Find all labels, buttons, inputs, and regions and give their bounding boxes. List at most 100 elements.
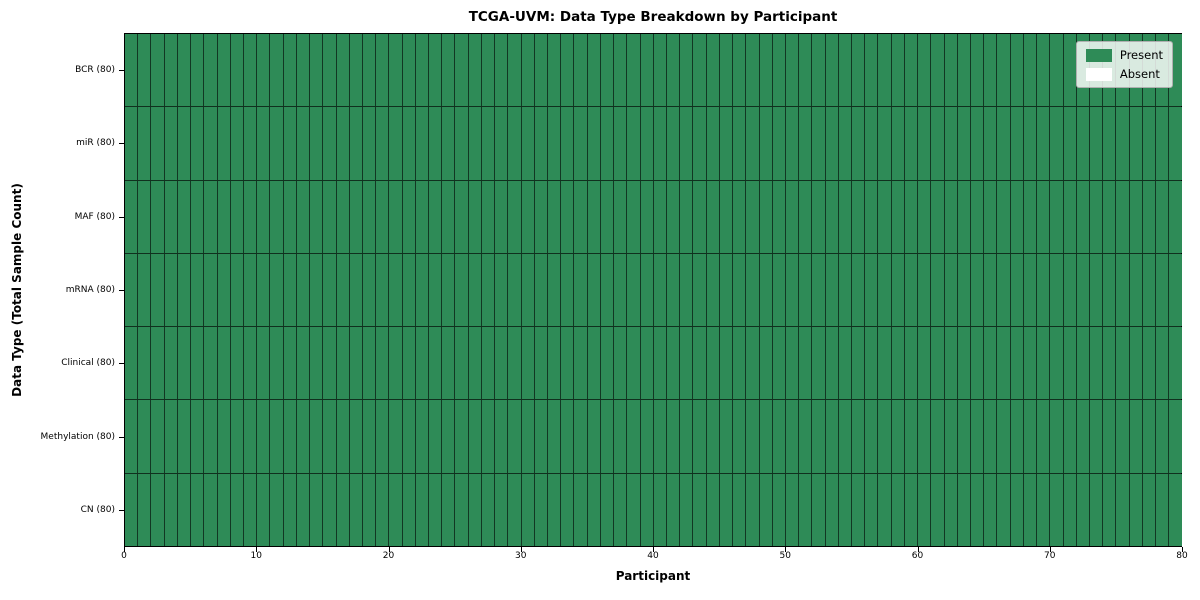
heatmap-cell	[534, 400, 548, 473]
heatmap-cell	[336, 327, 350, 400]
heatmap-cell	[376, 327, 390, 400]
heatmap-cell	[389, 400, 403, 473]
heatmap-cell	[640, 473, 654, 546]
heatmap-cell	[1076, 473, 1090, 546]
heatmap-cell	[191, 107, 205, 180]
heatmap-cell	[918, 180, 932, 253]
heatmap-cell	[1037, 107, 1051, 180]
heatmap-cell	[838, 473, 853, 546]
heatmap-cell	[125, 107, 139, 180]
heatmap-cell	[310, 253, 324, 327]
heatmap-cell	[865, 473, 879, 546]
heatmap-cell	[574, 34, 588, 107]
heatmap-cell	[481, 180, 496, 253]
heatmap-cell	[944, 180, 958, 253]
heatmap-cell	[349, 107, 363, 180]
heatmap-cell	[878, 327, 892, 400]
heatmap-cell	[534, 473, 548, 546]
heatmap-cell	[733, 34, 747, 107]
heatmap-cell	[627, 180, 641, 253]
heatmap-cell	[534, 34, 548, 107]
heatmap-cell	[362, 473, 377, 546]
heatmap-cell	[204, 400, 218, 473]
heatmap-cell	[772, 253, 786, 327]
heatmap-cell	[693, 34, 707, 107]
heatmap-cell	[561, 34, 575, 107]
heatmap-cell	[733, 400, 747, 473]
x-tick-mark	[1182, 547, 1183, 552]
heatmap-cell	[429, 400, 443, 473]
heatmap-cell	[944, 473, 958, 546]
heatmap-cell	[362, 107, 377, 180]
chart-title: TCGA-UVM: Data Type Breakdown by Partici…	[468, 9, 838, 25]
heatmap-cell	[984, 473, 998, 546]
heatmap-cell	[627, 253, 641, 327]
heatmap-cell	[719, 473, 734, 546]
heatmap-cell	[138, 400, 152, 473]
heatmap-cell	[587, 180, 601, 253]
heatmap-cell	[389, 180, 403, 253]
heatmap-cell	[891, 400, 905, 473]
heatmap-cell	[243, 327, 258, 400]
heatmap-cell	[548, 180, 562, 253]
heatmap-cell	[614, 473, 628, 546]
heatmap-cell	[243, 180, 258, 253]
heatmap-cell	[283, 400, 297, 473]
heatmap-cell	[1063, 180, 1077, 253]
heatmap-cell	[336, 180, 350, 253]
heatmap-cell	[759, 473, 773, 546]
heatmap-cell	[561, 107, 575, 180]
heatmap-cell	[1063, 473, 1077, 546]
heatmap-cell	[971, 327, 985, 400]
heatmap-cell	[706, 180, 720, 253]
heatmap-cell	[415, 473, 430, 546]
x-tick-mark	[124, 547, 125, 552]
heatmap-cell	[759, 253, 773, 327]
heatmap-cell	[957, 400, 971, 473]
heatmap-cell	[508, 327, 522, 400]
heatmap-cell	[230, 473, 244, 546]
heatmap-cell	[1156, 400, 1170, 473]
heatmap-cell	[177, 400, 192, 473]
y-tick-label: Methylation (80)	[40, 431, 115, 442]
legend-entry-present: Present	[1085, 48, 1163, 62]
heatmap-cell	[1116, 107, 1130, 180]
heatmap-cell	[1116, 327, 1130, 400]
heatmap-cell	[772, 473, 786, 546]
heatmap-cell	[984, 107, 998, 180]
heatmap-cell	[521, 473, 535, 546]
heatmap-cell	[878, 253, 892, 327]
heatmap-cell	[257, 253, 271, 327]
heatmap-cell	[177, 107, 192, 180]
heatmap-cell	[799, 107, 813, 180]
heatmap-cell	[402, 253, 416, 327]
heatmap-cell	[336, 253, 350, 327]
heatmap-cell	[971, 473, 985, 546]
heatmap-cell	[574, 473, 588, 546]
heatmap-cell	[812, 253, 826, 327]
heatmap-cell	[442, 107, 456, 180]
heatmap-cell	[944, 34, 958, 107]
heatmap-cell	[349, 400, 363, 473]
heatmap-cell	[944, 107, 958, 180]
heatmap-cell	[481, 253, 496, 327]
x-axis-label: Participant	[615, 569, 691, 583]
heatmap-row	[125, 473, 1182, 546]
heatmap-cell	[587, 327, 601, 400]
heatmap-cell	[1103, 253, 1117, 327]
heatmap-cell	[957, 327, 971, 400]
heatmap-cell	[1037, 473, 1051, 546]
heatmap-cell	[177, 327, 192, 400]
heatmap-cell	[666, 400, 681, 473]
heatmap-cell	[442, 400, 456, 473]
heatmap-cell	[362, 180, 377, 253]
heatmap-cell	[852, 327, 866, 400]
heatmap-cell	[151, 107, 165, 180]
heatmap-cell	[614, 180, 628, 253]
heatmap-cell	[1156, 107, 1170, 180]
heatmap-cell	[468, 400, 482, 473]
heatmap-cell	[997, 34, 1011, 107]
heatmap-cell	[891, 34, 905, 107]
heatmap-cell	[217, 180, 231, 253]
x-tick-mark	[388, 547, 390, 552]
